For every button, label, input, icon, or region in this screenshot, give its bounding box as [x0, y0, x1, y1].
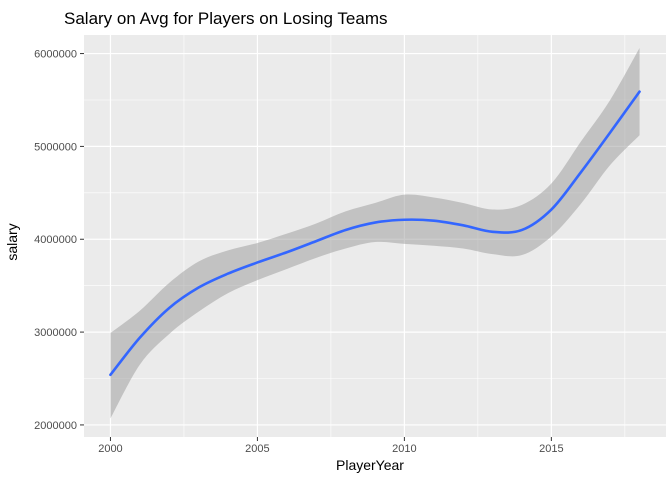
y-axis-title: salary: [4, 223, 20, 260]
x-tick-label: 2005: [245, 443, 269, 455]
x-tick-label: 2015: [539, 443, 563, 455]
x-tick-label: 2010: [392, 443, 416, 455]
y-tick-label: 2000000: [34, 420, 77, 432]
y-tick-label: 6000000: [34, 49, 77, 61]
y-tick-label: 5000000: [34, 141, 77, 153]
y-tick-label: 4000000: [34, 234, 77, 246]
chart-title: Salary on Avg for Players on Losing Team…: [64, 9, 388, 28]
y-tick-label: 3000000: [34, 327, 77, 339]
x-axis-title: PlayerYear: [336, 457, 404, 473]
x-tick-label: 2000: [98, 443, 122, 455]
